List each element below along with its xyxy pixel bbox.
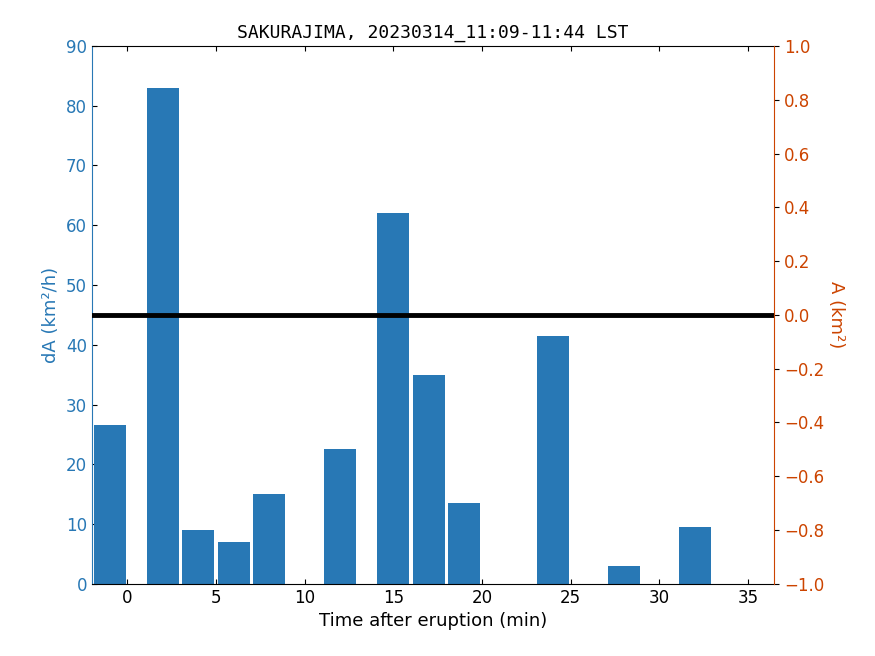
Y-axis label: A (km²): A (km²): [827, 281, 845, 348]
Bar: [253, 494, 285, 584]
Bar: [94, 426, 125, 584]
Bar: [218, 542, 249, 584]
Bar: [537, 336, 569, 584]
Bar: [377, 213, 410, 584]
Bar: [679, 527, 710, 584]
X-axis label: Time after eruption (min): Time after eruption (min): [319, 612, 547, 630]
Bar: [448, 503, 480, 584]
Title: SAKURAJIMA, 20230314_11:09-11:44 LST: SAKURAJIMA, 20230314_11:09-11:44 LST: [237, 24, 629, 42]
Bar: [608, 566, 640, 584]
Bar: [324, 449, 356, 584]
Bar: [147, 88, 178, 584]
Y-axis label: dA (km²/h): dA (km²/h): [42, 267, 60, 363]
Bar: [413, 375, 444, 584]
Bar: [182, 530, 214, 584]
